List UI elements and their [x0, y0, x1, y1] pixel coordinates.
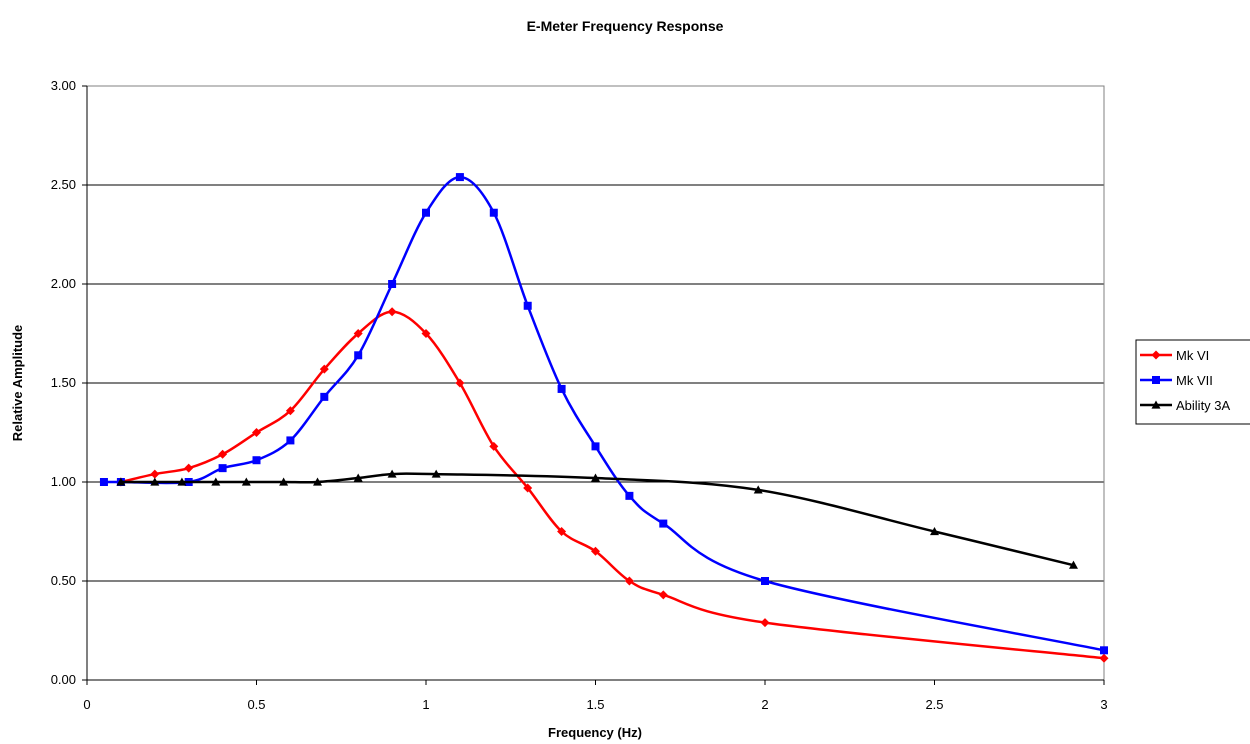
data-point-mk-vii	[388, 280, 397, 288]
data-point-mk-vi	[455, 378, 465, 388]
data-point-mk-vi	[1099, 653, 1109, 663]
data-point-ability-3a	[353, 473, 363, 482]
y-tick-label: 1.50	[51, 375, 76, 390]
data-point-mk-vii	[354, 351, 363, 360]
series-mk-vi	[116, 307, 1109, 663]
data-point-mk-vi	[489, 441, 499, 451]
legend-marker-mk-vi	[1151, 350, 1161, 360]
y-axis-label: Relative Amplitude	[10, 325, 25, 442]
x-tick-label: 2.5	[925, 697, 943, 712]
data-point-ability-3a	[177, 477, 187, 486]
data-point-mk-vii	[625, 491, 634, 500]
data-point-ability-3a	[241, 477, 251, 486]
data-point-mk-vii	[761, 577, 769, 585]
data-point-mk-vii	[591, 442, 600, 451]
x-tick-label: 0	[83, 697, 90, 712]
series-mk-vii	[99, 173, 1108, 655]
data-point-ability-3a	[279, 477, 289, 486]
data-point-mk-vii	[320, 392, 329, 401]
x-axis-label: Frequency (Hz)	[548, 725, 642, 740]
chart-title: E-Meter Frequency Response	[527, 18, 724, 34]
data-point-mk-vi	[184, 463, 194, 473]
data-point-mk-vii	[557, 384, 566, 393]
data-point-mk-vi	[353, 329, 363, 338]
data-point-ability-3a	[313, 477, 323, 486]
data-point-ability-3a	[150, 477, 160, 486]
data-point-mk-vi	[319, 364, 329, 374]
legend-label-ability-3a: Ability 3A	[1176, 398, 1231, 413]
y-tick-label: 2.00	[51, 276, 76, 291]
data-point-mk-vi	[252, 428, 261, 437]
data-point-ability-3a	[591, 473, 600, 482]
x-tick-label: 2	[761, 697, 768, 712]
x-tick-label: 1.5	[586, 697, 604, 712]
legend-marker-ability-3a	[1151, 400, 1161, 409]
x-tick-label: 1	[422, 697, 429, 712]
data-point-mk-vii	[286, 436, 295, 445]
data-point-mk-vi	[624, 576, 634, 586]
grid-lines	[87, 85, 1104, 582]
data-point-mk-vii	[99, 478, 108, 486]
data-point-mk-vi	[760, 618, 770, 628]
data-point-mk-vi	[387, 307, 397, 317]
series-line-mk-vi	[120, 310, 1105, 660]
data-point-mk-vii	[422, 208, 430, 217]
axes: 0.00 0.50 1.00 1.50 2.00 2.50 3.00 0 0.5 1 1.5 2 2.5…	[51, 78, 1108, 712]
legend-label-mk-vii: Mk VII	[1176, 373, 1213, 388]
data-point-mk-vi	[150, 469, 160, 479]
legend-marker-mk-vii	[1152, 376, 1160, 384]
legend: Mk VI Mk VII Ability 3A	[1135, 339, 1250, 425]
data-point-mk-vi	[218, 449, 228, 459]
data-point-mk-vii	[218, 464, 227, 473]
data-point-mk-vi	[523, 483, 533, 493]
data-point-mk-vi	[421, 329, 431, 338]
data-point-ability-3a	[116, 477, 126, 486]
data-point-mk-vii	[455, 173, 464, 182]
data-point-mk-vii	[252, 456, 261, 465]
series-line-mk-vii	[103, 175, 1105, 652]
y-tick-label: 1.00	[51, 474, 76, 489]
data-point-ability-3a	[753, 485, 763, 494]
y-tick-label: 3.00	[51, 78, 76, 93]
data-point-ability-3a	[1068, 560, 1078, 569]
data-point-mk-vi	[658, 590, 668, 600]
y-tick-label: 0.00	[51, 672, 76, 687]
data-point-ability-3a	[431, 469, 441, 478]
series-ability-3a	[116, 469, 1078, 569]
x-tick-label: 0.5	[247, 697, 265, 712]
series-layer	[99, 173, 1109, 663]
data-point-mk-vii	[1100, 646, 1108, 655]
y-tick-label: 2.50	[51, 177, 76, 192]
data-point-ability-3a	[930, 527, 939, 536]
data-point-mk-vi	[591, 546, 600, 556]
data-point-ability-3a	[211, 477, 221, 486]
x-tick-label: 3	[1100, 697, 1107, 712]
data-point-ability-3a	[387, 469, 397, 478]
data-point-mk-vi	[557, 527, 567, 536]
data-point-mk-vii	[523, 301, 532, 310]
y-tick-label: 0.50	[51, 573, 76, 588]
data-point-mk-vi	[285, 406, 295, 416]
series-line-ability-3a	[120, 472, 1074, 567]
legend-label-mk-vi: Mk VI	[1176, 348, 1209, 363]
data-point-mk-vii	[489, 208, 498, 217]
data-point-mk-vii	[659, 519, 668, 528]
